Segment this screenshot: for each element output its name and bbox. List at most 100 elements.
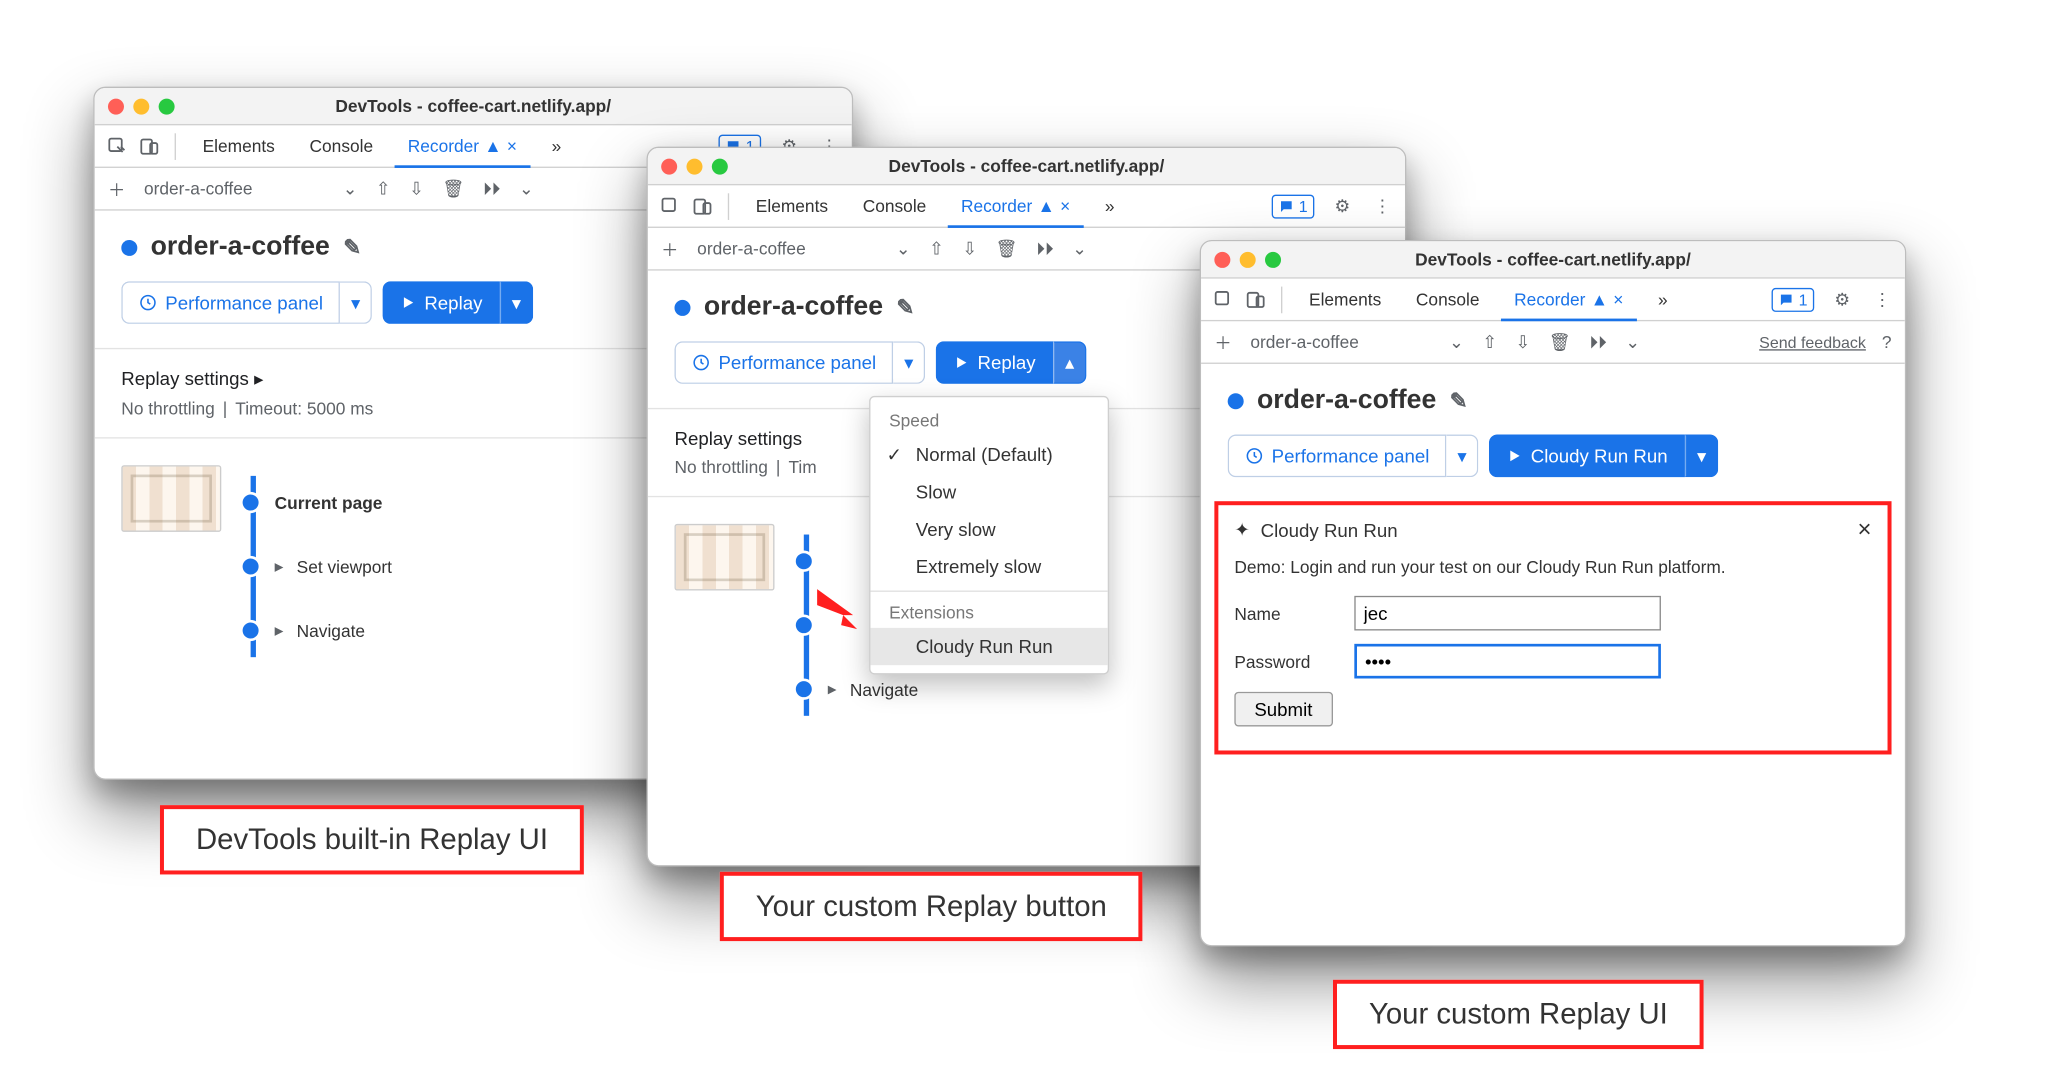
menu-item-slow[interactable]: Slow (870, 473, 1107, 510)
inspect-icon[interactable] (1212, 289, 1236, 310)
device-icon[interactable] (137, 135, 161, 156)
help-icon[interactable]: ? (1882, 332, 1892, 352)
menu-item-extremely-slow[interactable]: Extremely slow (870, 548, 1107, 585)
menu-item-cloudy-run-run[interactable]: Cloudy Run Run (870, 628, 1107, 665)
chevron-down-icon[interactable]: ⌄ (519, 178, 534, 199)
device-icon[interactable] (690, 195, 714, 216)
import-icon[interactable]: ⇩ (962, 238, 977, 259)
performance-panel-button[interactable]: Performance panel (121, 281, 340, 324)
menu-item-normal[interactable]: Normal (Default) (870, 436, 1107, 473)
export-icon[interactable]: ⇧ (929, 238, 944, 259)
import-icon[interactable]: ⇩ (1516, 331, 1531, 352)
close-tab-icon[interactable]: × (1060, 195, 1070, 215)
step-set-viewport[interactable]: Set viewport (297, 557, 392, 577)
issues-badge[interactable]: 1 (1772, 287, 1814, 311)
export-icon[interactable]: ⇧ (376, 178, 391, 199)
replay-button[interactable]: Replay (383, 281, 500, 324)
edit-icon[interactable]: ✎ (1450, 387, 1468, 414)
chevron-right-icon: ▸ (275, 620, 284, 641)
step-icon[interactable]: ⏵⏵ (483, 178, 500, 199)
inspect-icon[interactable] (105, 135, 129, 156)
delete-icon[interactable]: 🗑 (996, 238, 1018, 259)
delete-icon[interactable]: 🗑 (442, 178, 464, 199)
performance-panel-split: Performance panel ▾ (121, 281, 372, 324)
tab-overflow[interactable]: » (538, 125, 574, 168)
step-navigate[interactable]: Navigate (850, 679, 918, 699)
add-recording-icon[interactable]: ＋ (108, 176, 125, 201)
settings-icon[interactable]: ⚙ (1330, 195, 1354, 216)
export-icon[interactable]: ⇧ (1482, 331, 1497, 352)
tab-elements[interactable]: Elements (1296, 278, 1395, 321)
maximize-window-button[interactable] (712, 158, 728, 174)
more-icon[interactable]: ⋮ (1370, 195, 1394, 216)
close-tab-icon[interactable]: × (1613, 289, 1623, 309)
chevron-down-icon: ⌄ (1449, 331, 1464, 352)
menu-item-very-slow[interactable]: Very slow (870, 511, 1107, 548)
cloudy-run-run-dropdown[interactable]: ▾ (1685, 435, 1718, 478)
close-window-button[interactable] (108, 98, 124, 114)
close-window-button[interactable] (1214, 251, 1230, 267)
import-icon[interactable]: ⇩ (409, 178, 424, 199)
submit-button[interactable]: Submit (1234, 692, 1332, 727)
performance-panel-dropdown[interactable]: ▾ (1447, 435, 1479, 478)
replay-settings-label[interactable]: Replay settings (674, 428, 802, 449)
maximize-window-button[interactable] (1265, 251, 1281, 267)
flask-icon: ▲ (1038, 195, 1055, 215)
recording-selector[interactable]: order-a-coffee ⌄ (697, 238, 910, 259)
tab-elements[interactable]: Elements (742, 185, 841, 228)
performance-panel-dropdown[interactable]: ▾ (894, 341, 926, 384)
add-recording-icon[interactable]: ＋ (661, 236, 678, 261)
tab-overflow[interactable]: » (1645, 278, 1681, 321)
step-icon[interactable]: ⏵⏵ (1036, 238, 1053, 259)
close-tab-icon[interactable]: × (507, 135, 517, 155)
issues-badge[interactable]: 1 (1272, 194, 1314, 218)
chevron-down-icon: ⌄ (896, 238, 911, 259)
password-input[interactable] (1354, 644, 1661, 679)
inspect-icon[interactable] (659, 195, 683, 216)
replay-menu: Speed Normal (Default) Slow Very slow Ex… (869, 396, 1109, 675)
settings-icon[interactable]: ⚙ (1830, 289, 1854, 310)
devtools-window-3: DevTools - coffee-cart.netlify.app/ Elem… (1200, 240, 1906, 946)
maximize-window-button[interactable] (159, 98, 175, 114)
tab-recorder[interactable]: Recorder ▲ × (1501, 279, 1637, 322)
step-navigate[interactable]: Navigate (297, 621, 365, 641)
add-recording-icon[interactable]: ＋ (1214, 329, 1231, 354)
close-extension-icon[interactable]: × (1858, 516, 1872, 544)
tab-elements[interactable]: Elements (189, 125, 288, 168)
minimize-window-button[interactable] (686, 158, 702, 174)
minimize-window-button[interactable] (1240, 251, 1256, 267)
tab-console[interactable]: Console (849, 185, 939, 228)
recording-selector[interactable]: order-a-coffee ⌄ (1250, 331, 1463, 352)
cloudy-run-run-button[interactable]: Cloudy Run Run (1489, 435, 1685, 478)
name-input[interactable] (1354, 596, 1661, 631)
edit-icon[interactable]: ✎ (343, 234, 361, 261)
performance-panel-button[interactable]: Performance panel (1228, 435, 1447, 478)
recording-title: order-a-coffee (1257, 385, 1436, 416)
recording-selector[interactable]: order-a-coffee ⌄ (144, 178, 357, 199)
tab-recorder[interactable]: Recorder ▲ × (394, 125, 530, 168)
performance-panel-button[interactable]: Performance panel (674, 341, 893, 384)
caption-custom-replay-ui: Your custom Replay UI (1333, 980, 1704, 1049)
performance-panel-dropdown[interactable]: ▾ (340, 281, 372, 324)
chevron-down-icon[interactable]: ⌄ (1072, 238, 1087, 259)
close-window-button[interactable] (661, 158, 677, 174)
minimize-window-button[interactable] (133, 98, 149, 114)
record-indicator-icon (121, 239, 137, 255)
replay-button[interactable]: Replay (936, 341, 1053, 384)
replay-dropdown[interactable]: ▾ (500, 281, 533, 324)
step-icon[interactable]: ⏵⏵ (1589, 331, 1606, 352)
tab-console[interactable]: Console (296, 125, 386, 168)
recording-title: order-a-coffee (704, 292, 883, 323)
tab-console[interactable]: Console (1403, 278, 1493, 321)
tab-recorder[interactable]: Recorder ▲ × (948, 185, 1084, 228)
more-icon[interactable]: ⋮ (1870, 289, 1894, 310)
replay-dropdown[interactable]: ▴ (1053, 341, 1086, 384)
delete-icon[interactable]: 🗑 (1549, 331, 1571, 352)
chevron-down-icon[interactable]: ⌄ (1625, 331, 1640, 352)
edit-icon[interactable]: ✎ (896, 294, 914, 321)
replay-settings-label[interactable]: Replay settings (121, 368, 249, 389)
send-feedback-link[interactable]: Send feedback (1759, 333, 1866, 352)
step-current-page[interactable]: Current page (275, 493, 383, 513)
tab-overflow[interactable]: » (1092, 185, 1128, 228)
device-icon[interactable] (1244, 289, 1268, 310)
